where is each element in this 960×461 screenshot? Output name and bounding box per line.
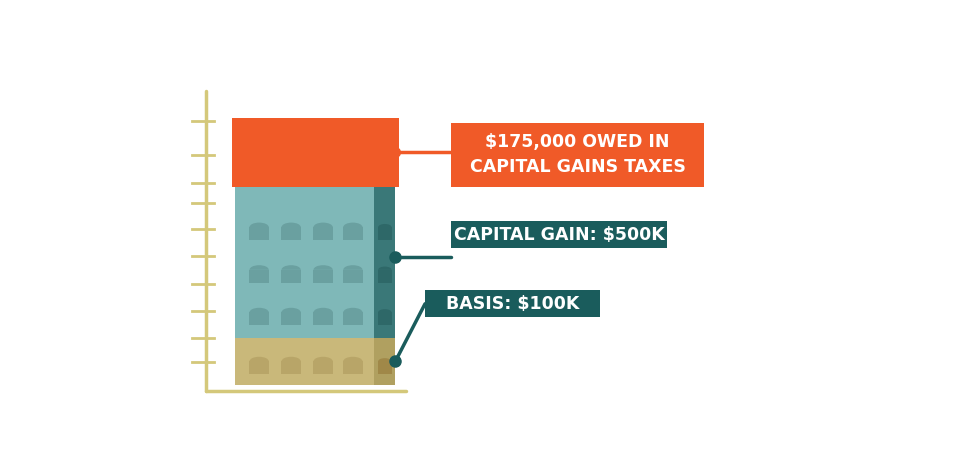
Wedge shape	[344, 265, 363, 270]
Bar	[451, 221, 667, 248]
Text: BASIS: $100K: BASIS: $100K	[445, 295, 579, 313]
Bar	[425, 290, 600, 317]
Bar	[250, 313, 269, 325]
Wedge shape	[344, 357, 363, 361]
Wedge shape	[250, 265, 269, 270]
Wedge shape	[250, 357, 269, 361]
Wedge shape	[281, 265, 300, 270]
Wedge shape	[378, 266, 392, 270]
Bar	[313, 227, 333, 240]
Bar	[235, 183, 374, 337]
Bar	[451, 123, 704, 187]
Bar	[378, 270, 392, 283]
Wedge shape	[250, 308, 269, 313]
Bar	[313, 313, 333, 325]
Bar	[374, 183, 396, 337]
Wedge shape	[313, 223, 333, 227]
Bar	[281, 270, 300, 283]
Bar	[281, 313, 300, 325]
Wedge shape	[378, 309, 392, 313]
Bar	[344, 313, 363, 325]
Bar	[344, 270, 363, 283]
Wedge shape	[281, 357, 300, 361]
Text: CAPITAL GAIN: $500K: CAPITAL GAIN: $500K	[453, 225, 664, 243]
Bar	[378, 361, 392, 374]
Bar	[250, 361, 269, 374]
Bar	[235, 121, 396, 183]
Bar	[378, 227, 392, 240]
Bar	[313, 270, 333, 283]
Bar	[235, 337, 374, 385]
Wedge shape	[250, 223, 269, 227]
Wedge shape	[281, 223, 300, 227]
Bar	[378, 313, 392, 325]
Bar	[250, 270, 269, 283]
Wedge shape	[313, 357, 333, 361]
Wedge shape	[378, 358, 392, 361]
Wedge shape	[313, 308, 333, 313]
Wedge shape	[344, 223, 363, 227]
Text: $175,000 OWED IN
CAPITAL GAINS TAXES: $175,000 OWED IN CAPITAL GAINS TAXES	[469, 133, 685, 176]
Bar	[235, 121, 396, 183]
Wedge shape	[378, 224, 392, 227]
Wedge shape	[313, 265, 333, 270]
Bar	[344, 227, 363, 240]
Bar	[281, 361, 300, 374]
Wedge shape	[281, 308, 300, 313]
Bar	[235, 121, 396, 183]
Bar	[374, 337, 396, 385]
Bar	[313, 361, 333, 374]
Bar	[344, 361, 363, 374]
Bar	[250, 227, 269, 240]
Wedge shape	[344, 308, 363, 313]
Bar	[281, 227, 300, 240]
